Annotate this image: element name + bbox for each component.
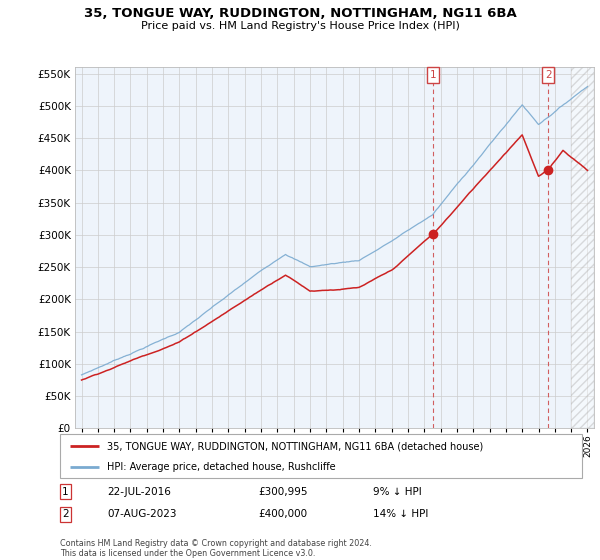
Text: £400,000: £400,000 bbox=[259, 510, 307, 519]
Text: 14% ↓ HPI: 14% ↓ HPI bbox=[373, 510, 428, 519]
Text: £300,995: £300,995 bbox=[259, 487, 308, 497]
Text: 35, TONGUE WAY, RUDDINGTON, NOTTINGHAM, NG11 6BA: 35, TONGUE WAY, RUDDINGTON, NOTTINGHAM, … bbox=[83, 7, 517, 20]
Text: 2: 2 bbox=[545, 70, 551, 80]
Text: Price paid vs. HM Land Registry's House Price Index (HPI): Price paid vs. HM Land Registry's House … bbox=[140, 21, 460, 31]
Text: 35, TONGUE WAY, RUDDINGTON, NOTTINGHAM, NG11 6BA (detached house): 35, TONGUE WAY, RUDDINGTON, NOTTINGHAM, … bbox=[107, 441, 483, 451]
Text: Contains HM Land Registry data © Crown copyright and database right 2024.
This d: Contains HM Land Registry data © Crown c… bbox=[60, 539, 372, 558]
Text: 1: 1 bbox=[62, 487, 68, 497]
Text: 9% ↓ HPI: 9% ↓ HPI bbox=[373, 487, 422, 497]
Text: 22-JUL-2016: 22-JUL-2016 bbox=[107, 487, 171, 497]
Text: 2: 2 bbox=[62, 510, 68, 519]
Text: 1: 1 bbox=[430, 70, 437, 80]
Text: HPI: Average price, detached house, Rushcliffe: HPI: Average price, detached house, Rush… bbox=[107, 462, 335, 472]
Text: 07-AUG-2023: 07-AUG-2023 bbox=[107, 510, 176, 519]
